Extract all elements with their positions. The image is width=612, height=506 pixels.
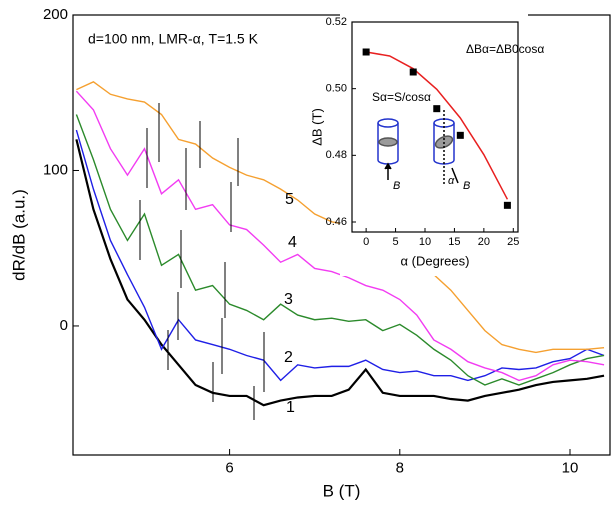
inset-annotation: α xyxy=(448,175,455,187)
inset-annotation: Sα=S/cosα xyxy=(372,90,431,104)
y-tick-label: 0.46 xyxy=(326,216,347,228)
data-point xyxy=(409,68,417,76)
data-point xyxy=(503,201,511,209)
y-tick-label: 0.50 xyxy=(326,83,347,95)
fit-line xyxy=(366,51,509,200)
data-line xyxy=(75,114,605,386)
y-axis-label: ΔB (T) xyxy=(309,108,324,146)
inset-annotation: ΔBα=ΔB0cosα xyxy=(466,42,544,56)
y-tick-label: 200 xyxy=(43,6,68,23)
arrow-head xyxy=(384,162,392,170)
curve-label: 4 xyxy=(288,234,297,251)
y-tick-label: 0 xyxy=(60,317,68,334)
y-tick-label: 0.48 xyxy=(326,149,347,161)
data-point xyxy=(456,131,464,139)
x-tick-label: 8 xyxy=(396,459,404,476)
peak-markers xyxy=(139,103,265,420)
data-point xyxy=(433,105,441,113)
curve-label: 3 xyxy=(284,291,293,308)
x-tick-label: 10 xyxy=(419,236,431,248)
curve-label: 1 xyxy=(286,399,295,416)
inset-annotation: B xyxy=(393,180,400,192)
x-tick-label: 0 xyxy=(363,236,369,248)
x-tick-label: 6 xyxy=(225,459,233,476)
data-line xyxy=(75,129,605,382)
curve-label: 5 xyxy=(285,191,294,208)
data-point xyxy=(362,48,370,56)
y-axis-label: dR/dB (a.u.) xyxy=(9,189,28,281)
cross-section xyxy=(378,137,398,147)
plot-frame xyxy=(351,21,519,233)
data-line xyxy=(75,139,605,407)
y-tick-label: 100 xyxy=(43,161,68,178)
x-axis-label: B (T) xyxy=(323,481,361,500)
field-arrow xyxy=(451,167,459,184)
cylinder-icons xyxy=(377,110,459,185)
y-tick-label: 0.52 xyxy=(326,16,347,28)
inset-annotation: B xyxy=(463,180,470,192)
x-axis-label: α (Degrees) xyxy=(401,253,470,268)
x-tick-label: 25 xyxy=(507,236,519,248)
x-tick-label: 15 xyxy=(448,236,460,248)
x-tick-label: 10 xyxy=(562,459,579,476)
x-tick-label: 20 xyxy=(478,236,490,248)
x-tick-label: 5 xyxy=(392,236,398,248)
annotation: d=100 nm, LMR-α, T=1.5 K xyxy=(88,31,259,47)
curve-label: 2 xyxy=(284,349,293,366)
inset-plot: 0 5 10 15 20 25 0.46 0.48 0.50 0.52 α (Degrees) ΔB … xyxy=(309,16,544,269)
